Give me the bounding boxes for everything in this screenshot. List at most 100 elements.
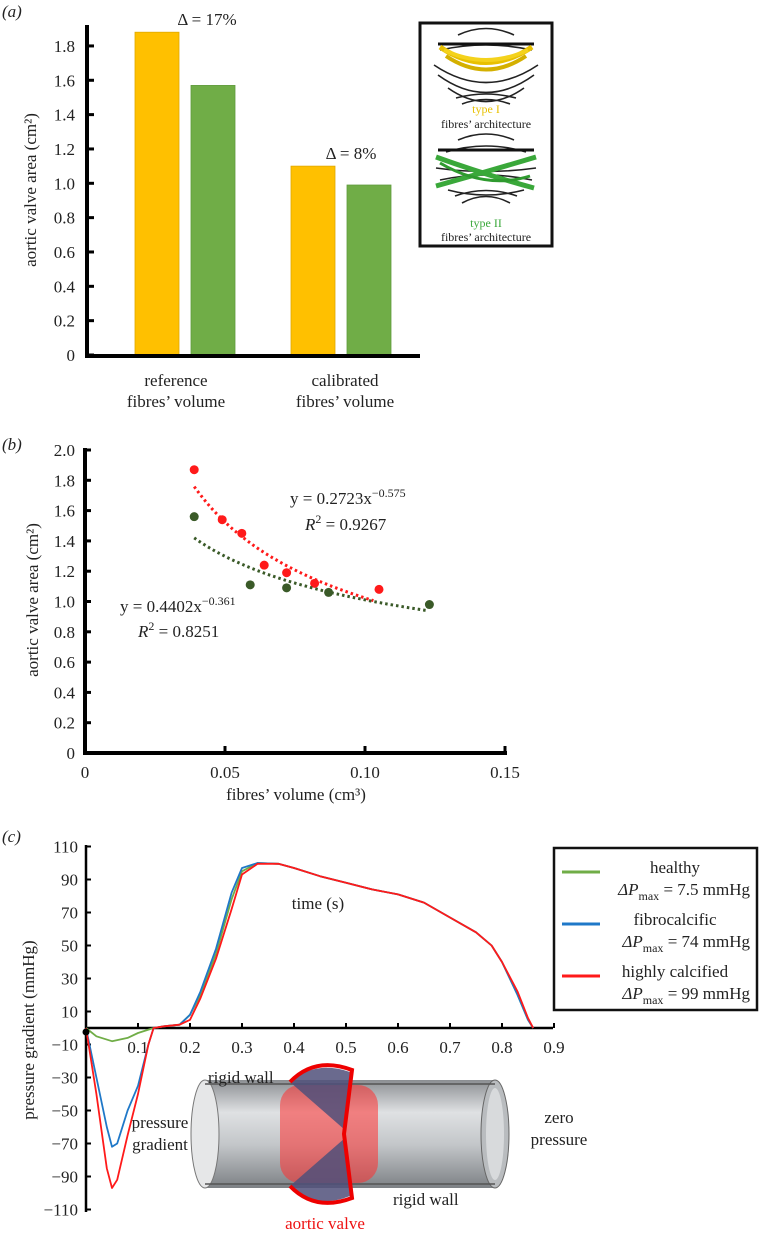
y-tick-label: 110: [53, 838, 78, 857]
data-point-type-I: [237, 528, 247, 538]
legend-label: fibrocalcific: [633, 910, 717, 929]
y-tick-label: 90: [61, 871, 78, 890]
data-point-type-II: [245, 580, 255, 590]
r2-symbol: R: [137, 622, 149, 641]
y-tick-label: 0.6: [54, 243, 75, 262]
y-tick-label: 0.2: [54, 312, 75, 331]
data-point-type-I: [374, 584, 384, 594]
x-tick-label: 0.10: [350, 763, 380, 782]
legend-dp-symbol: ΔP: [621, 984, 642, 1003]
fit-equation-type1: y = 0.2723x−0.575: [290, 486, 406, 508]
zero-pressure-label-1: zero: [544, 1108, 573, 1127]
x-tick-label: 0.5: [335, 1038, 356, 1057]
y-tick-label: 50: [61, 937, 78, 956]
x-tick-label: 0.05: [210, 763, 240, 782]
y-tick-label: 70: [61, 904, 78, 923]
data-point-type-II: [424, 600, 434, 610]
data-point-type-I: [259, 560, 269, 570]
x-tick-label: 0.4: [283, 1038, 305, 1057]
y-tick-label: 1.0: [54, 174, 75, 193]
illustration-labels: rigid wall rigid wall pressure gradient …: [132, 1068, 588, 1233]
type2-label: type II: [470, 216, 502, 230]
bar-type2: [346, 184, 392, 356]
x-tick-label: 0.3: [231, 1038, 252, 1057]
y-tick-label: 10: [61, 1003, 78, 1022]
data-point-type-I: [189, 465, 199, 475]
type1-caption: fibres’ architecture: [441, 117, 531, 131]
scatter-chart: aortic valve area (cm²) fibres’ volume (…: [23, 441, 520, 804]
pressure-gradient-label-1: pressure: [132, 1113, 189, 1132]
y-tick-label: 0.8: [54, 209, 75, 228]
delta-annotation-reference: Δ = 17%: [177, 10, 236, 29]
rigid-wall-top-label: rigid wall: [208, 1068, 274, 1087]
legend-dp-subscript: max: [643, 993, 664, 1007]
y-tick-label: 1.2: [54, 140, 75, 159]
data-point-type-I: [310, 578, 320, 588]
type2-fibre-diagram: [435, 133, 537, 204]
zero-pressure-label-2: pressure: [531, 1130, 588, 1149]
origin-marker: [82, 1028, 90, 1036]
fibre-architecture-inset: type I fibres’ architecture type II fibr…: [418, 21, 554, 248]
legend-dp-text: = 7.5 mmHg: [659, 880, 750, 899]
scatter-xlabel: fibres’ volume (cm³): [226, 785, 366, 804]
scatter-ylabel: aortic valve area (cm²): [23, 523, 42, 677]
legend-dp-value: ΔPmax = 74 mmHg: [621, 932, 750, 955]
y-tick-label: 0.8: [54, 623, 75, 642]
legend-dp-subscript: max: [639, 889, 660, 903]
x-tick-label: 0.1: [127, 1038, 148, 1057]
y-tick-label: 0.4: [54, 683, 76, 702]
legend-dp-subscript: max: [643, 941, 664, 955]
legend-dp-value: ΔPmax = 99 mmHg: [621, 984, 750, 1007]
y-tick-label: 1.4: [54, 106, 76, 125]
y-tick-label: −50: [51, 1102, 78, 1121]
panel-label-b: (b): [2, 435, 22, 454]
bar-chart: aortic valve area (cm²) reference fibres…: [21, 10, 420, 411]
y-tick-label: 0: [67, 744, 76, 763]
data-point-type-I: [217, 515, 227, 525]
legend-label: healthy: [650, 858, 701, 877]
r2-symbol: R: [304, 515, 316, 534]
type2-caption: fibres’ architecture: [441, 230, 531, 244]
y-tick-label: 0.2: [54, 714, 75, 733]
category-label-calibrated-2: fibres’ volume: [296, 392, 394, 411]
legend-dp-text: = 74 mmHg: [663, 932, 750, 951]
legend-dp-text: = 99 mmHg: [663, 984, 750, 1003]
category-label-calibrated-1: calibrated: [311, 371, 379, 390]
data-point-type-II: [189, 512, 199, 522]
y-tick-label: 1.0: [54, 593, 75, 612]
rigid-wall-bottom-label: rigid wall: [393, 1190, 459, 1209]
y-tick-label: 1.4: [54, 532, 76, 551]
y-tick-label: 1.8: [54, 37, 75, 56]
pressure-gradient-label-2: gradient: [132, 1135, 188, 1154]
legend-dp-symbol: ΔP: [617, 880, 638, 899]
series-line-highly-calcified: [85, 862, 534, 1189]
category-label-reference-1: reference: [144, 371, 207, 390]
y-tick-label: −110: [44, 1201, 78, 1220]
r2-value: = 0.8251: [154, 622, 219, 641]
y-tick-label: −30: [51, 1069, 78, 1088]
fit-equation-type2: y = 0.4402x−0.361: [120, 594, 236, 616]
line-ylabel: pressure gradient (mmHg): [19, 940, 38, 1119]
x-tick-label: 0.2: [179, 1038, 200, 1057]
y-tick-label: 1.6: [54, 502, 75, 521]
legend-label: highly calcified: [622, 962, 729, 981]
bar-chart-ylabel: aortic valve area (cm²): [21, 113, 40, 267]
y-tick-label: −10: [51, 1036, 78, 1055]
delta-annotation-calibrated: Δ = 8%: [326, 144, 377, 163]
r2-superscript: 2: [148, 619, 154, 633]
y-tick-label: 1.2: [54, 562, 75, 581]
data-point-type-II: [324, 587, 334, 597]
type1-label: type I: [472, 102, 500, 116]
x-tick-label: 0.8: [491, 1038, 512, 1057]
legend-dp-value: ΔPmax = 7.5 mmHg: [617, 880, 750, 903]
aortic-valve-label: aortic valve: [285, 1214, 365, 1233]
y-tick-label: 30: [61, 970, 78, 989]
x-tick-label: 0.15: [490, 763, 520, 782]
data-point-type-II: [282, 583, 292, 593]
fit-equation-type2-base: y = 0.4402x: [120, 597, 202, 616]
line-chart: pressure gradient (mmHg) time (s) 110 90 7…: [19, 838, 565, 1220]
bar-type1: [134, 31, 180, 356]
aortic-valve-model-illustration: [190, 1063, 510, 1205]
